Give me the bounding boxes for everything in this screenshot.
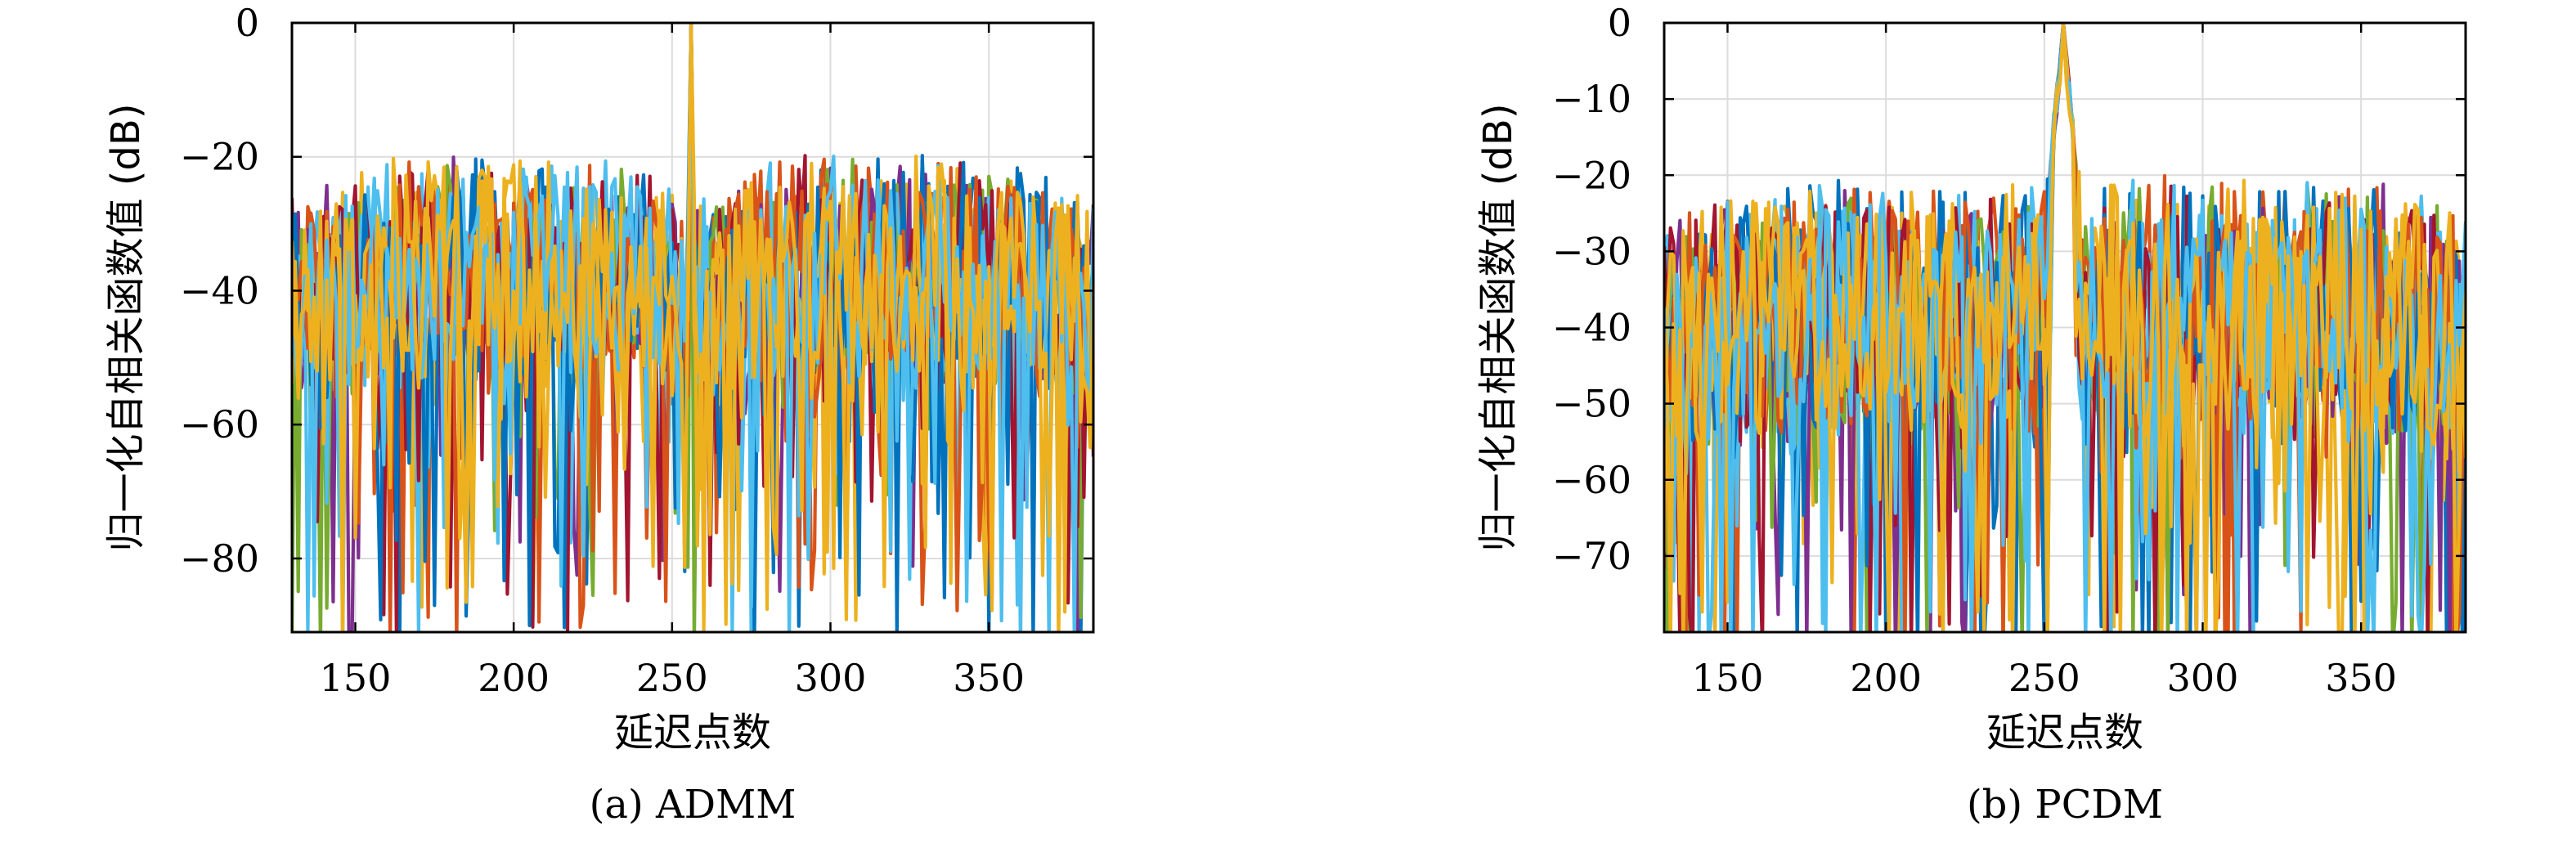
series-line [1664, 23, 2466, 632]
y-tick-label: −80 [180, 536, 259, 581]
y-tick-label: −50 [1552, 382, 1631, 426]
y-axis-label: 归一化自相关函数值 (dB) [1475, 103, 1521, 551]
y-tick-label: 0 [1608, 1, 1631, 45]
axes-frame [290, 21, 1095, 634]
y-tick-label: 0 [236, 1, 259, 45]
x-tick-label: 300 [795, 656, 867, 700]
y-axis-label: 归一化自相关函数值 (dB) [103, 103, 149, 551]
series-line [292, 23, 1093, 632]
series-group [292, 23, 1093, 632]
y-tick-label: −40 [180, 268, 259, 312]
y-tick-label: −70 [1552, 534, 1631, 578]
x-axis-label: 延迟点数 [614, 710, 771, 756]
x-tick-label: 250 [636, 656, 708, 700]
x-tick-label: 200 [478, 656, 550, 700]
x-tick-label: 200 [1850, 656, 1922, 700]
subfigure-caption: (b) PCDM [1967, 782, 2163, 828]
x-tick-label: 150 [1692, 656, 1764, 700]
x-tick-label: 350 [953, 656, 1025, 700]
x-axis-label: 延迟点数 [1986, 710, 2143, 756]
y-tick-label: −30 [1552, 229, 1631, 273]
chart-panel-1: 150 200 250 300 350 0 −10 −20 −30 −40 −50 −60 −70 延迟点… [1475, 1, 2467, 828]
y-tick-label: −40 [1552, 306, 1631, 350]
y-tick-label: −60 [1552, 458, 1631, 502]
x-tick-label: 300 [2167, 656, 2239, 700]
x-tick-label: 350 [2325, 656, 2397, 700]
series-group [1664, 23, 2466, 632]
y-tick-label: −60 [180, 402, 259, 446]
chart-panel-0: 150 200 250 300 350 0 −20 −40 −60 −80 延迟点数 归一化自相关函数… [103, 1, 1095, 828]
y-tick-label: −10 [1552, 77, 1631, 121]
y-tick-label: −20 [180, 135, 259, 179]
subfigure-caption: (a) ADMM [590, 782, 797, 828]
x-tick-label: 150 [320, 656, 392, 700]
x-tick-label: 250 [2008, 656, 2080, 700]
y-tick-label: −20 [1552, 153, 1631, 197]
